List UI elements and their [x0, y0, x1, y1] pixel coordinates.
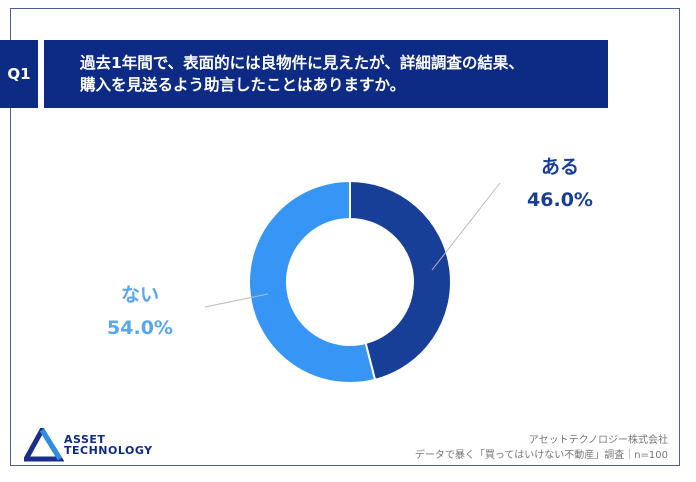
question-line-2: 購入を見送るよう助言したことはありますか。: [80, 76, 406, 94]
value-yes: 46.0%: [527, 189, 593, 211]
question-line-1: 過去1年間で、表面的には良物件に見えたが、詳細調査の結果、: [80, 54, 524, 72]
logo-text: ASSET TECHNOLOGY: [64, 434, 153, 456]
logo-line-1: ASSET: [64, 433, 106, 446]
slice-no: [248, 179, 377, 384]
category-yes: ある: [540, 156, 579, 178]
logo-line-2: TECHNOLOGY: [64, 444, 153, 457]
question-number: Q1: [0, 40, 38, 108]
label-no: ない 54.0%: [100, 280, 180, 339]
frame: [10, 8, 680, 466]
slice-yes: [349, 179, 452, 382]
leader-line-no: [204, 293, 269, 308]
value-no: 54.0%: [107, 317, 173, 339]
credit-survey: データで暴く「買ってはいけない不動産」調査｜n=100: [414, 450, 668, 461]
credit: アセットテクノロジー株式会社 データで暴く「買ってはいけない不動産」調査｜n=1…: [415, 433, 668, 463]
leader-line-yes: [431, 182, 501, 271]
credit-company: アセットテクノロジー株式会社: [528, 435, 668, 446]
asset-technology-logo-icon: [24, 428, 64, 462]
question-title: 過去1年間で、表面的には良物件に見えたが、詳細調査の結果、 購入を見送るよう助言…: [44, 40, 608, 108]
label-yes: ある 46.0%: [520, 152, 600, 211]
category-no: ない: [120, 284, 159, 306]
